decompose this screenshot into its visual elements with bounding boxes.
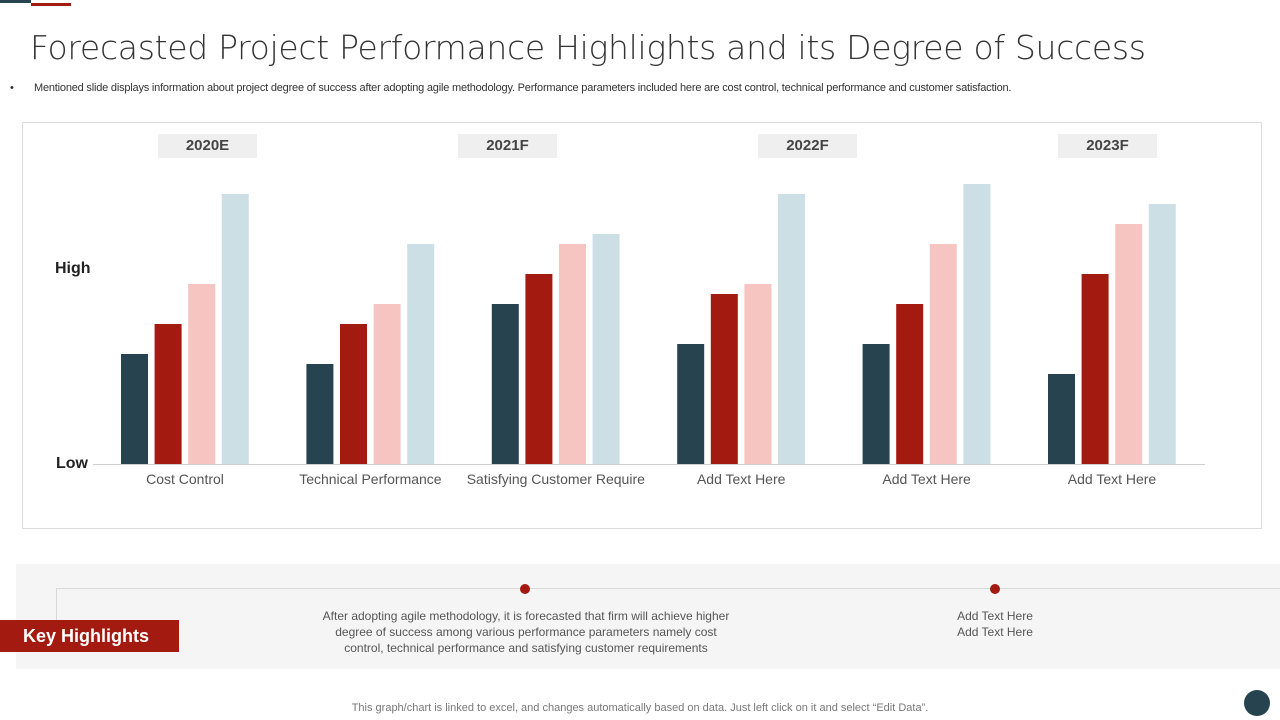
timeline-line-vertical <box>56 588 57 620</box>
bar <box>862 344 890 464</box>
bar <box>744 284 772 464</box>
bar <box>1048 374 1075 464</box>
bar <box>407 244 435 464</box>
chart-frame[interactable] <box>22 122 1262 529</box>
footer-note: This graph/chart is linked to excel, and… <box>351 702 929 714</box>
bar <box>778 194 805 464</box>
bullet-icon: • <box>10 82 14 94</box>
bar <box>592 234 620 464</box>
bar-chart[interactable]: Low High Cost Control Technical Performance… <box>0 0 1280 560</box>
year-label: 2022F <box>758 134 857 158</box>
decor-bar-dark <box>0 0 31 3</box>
bar <box>896 304 924 464</box>
bar <box>188 284 216 464</box>
bar <box>1148 204 1176 464</box>
bar <box>710 294 738 464</box>
year-label: 2021F <box>458 134 557 158</box>
year-label: 2020E <box>158 134 257 158</box>
corner-circle-icon <box>1244 690 1270 716</box>
year-label: 2023F <box>1058 134 1157 158</box>
bar <box>1115 224 1143 464</box>
y-tick-high: High <box>55 260 91 277</box>
key-highlights-label: Key Highlights <box>0 620 179 652</box>
bar <box>306 364 334 464</box>
highlight-line: degree of success among various performa… <box>335 625 717 639</box>
x-tick-label: Add Text Here <box>1068 471 1157 487</box>
bar <box>559 244 586 464</box>
bar <box>373 304 401 464</box>
bar <box>221 194 249 464</box>
highlight-line: After adopting agile methodology, it is … <box>322 609 730 623</box>
highlight-line: Add Text Here <box>957 625 1033 639</box>
x-tick-label: Cost Control <box>146 471 224 487</box>
x-tick-label: Technical Performance <box>299 471 442 487</box>
page-title: Forecasted Project Performance Highlight… <box>30 28 1146 67</box>
bar <box>154 324 182 464</box>
bar <box>929 244 957 464</box>
page-subtitle: Mentioned slide displays information abo… <box>34 82 1012 94</box>
bar <box>340 324 367 464</box>
key-highlights-panel <box>16 564 1280 669</box>
bar <box>963 184 991 464</box>
bar <box>121 354 148 464</box>
bar <box>525 274 553 464</box>
highlight-line: Add Text Here <box>957 609 1033 623</box>
y-tick-low: Low <box>56 455 89 472</box>
decor-bar-red <box>31 3 71 6</box>
bar <box>677 344 705 464</box>
bar <box>1081 274 1109 464</box>
timeline-dot <box>520 584 530 594</box>
highlight-text-1: After adopting agile methodology, it is … <box>276 608 776 656</box>
x-tick-label: Satisfying Customer Require <box>467 471 645 487</box>
highlight-line: control, technical performance and satis… <box>344 641 708 655</box>
bar <box>491 304 519 464</box>
x-tick-label: Add Text Here <box>882 471 971 487</box>
highlight-text-2: Add Text Here Add Text Here <box>895 608 1095 640</box>
timeline-line <box>56 588 1280 589</box>
x-tick-label: Add Text Here <box>697 471 786 487</box>
timeline-dot <box>990 584 1000 594</box>
